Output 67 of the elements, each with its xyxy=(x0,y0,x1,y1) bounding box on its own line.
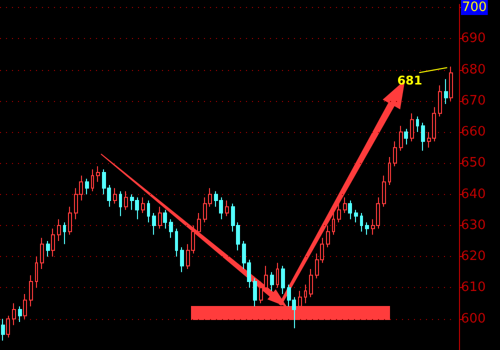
candlestick xyxy=(332,212,335,236)
candlestick xyxy=(57,218,61,242)
candlestick xyxy=(175,228,178,258)
candlestick xyxy=(449,66,453,102)
candlestick xyxy=(35,256,38,288)
candlestick xyxy=(152,212,156,236)
candlestick xyxy=(365,222,369,236)
y-tick-label: 650 xyxy=(461,156,486,171)
candlestick xyxy=(354,209,358,223)
y-tick-label: 600 xyxy=(461,311,486,326)
candlestick xyxy=(29,274,33,307)
candlestick xyxy=(1,318,5,342)
candlestick xyxy=(304,284,307,304)
candlestick xyxy=(6,315,10,338)
candlestick xyxy=(40,237,44,270)
candlestick xyxy=(169,218,173,238)
candlestick xyxy=(393,140,397,167)
candlestick xyxy=(18,306,22,322)
candlestick xyxy=(382,175,386,208)
candlestick xyxy=(147,200,150,223)
candlestick xyxy=(309,268,313,298)
candlestick xyxy=(225,200,229,217)
candlestick xyxy=(12,302,16,326)
candlestick xyxy=(404,128,408,145)
candlestick xyxy=(281,265,285,294)
candlestick xyxy=(119,190,122,217)
y-tick-label: 660 xyxy=(461,124,486,140)
candlestick xyxy=(348,200,352,220)
candlestick xyxy=(337,203,341,223)
candlestick xyxy=(416,116,419,133)
candlestick xyxy=(438,84,442,117)
y-tick-label: 690 xyxy=(461,31,486,46)
y-tick-label: 620 xyxy=(461,249,486,264)
candlestick xyxy=(399,125,403,152)
candlestick xyxy=(253,278,257,307)
candlestick xyxy=(141,196,145,214)
candlestick xyxy=(421,122,425,152)
candlestick xyxy=(68,206,72,236)
candlestick xyxy=(46,240,50,258)
y-tick-label: 610 xyxy=(461,280,486,296)
candlestick xyxy=(91,168,94,192)
candlestick xyxy=(96,166,100,182)
candlestick xyxy=(63,222,66,245)
y-tick-label: 680 xyxy=(461,62,486,78)
candlestick xyxy=(343,196,347,214)
candlestick xyxy=(23,293,27,320)
candlestick xyxy=(163,209,167,230)
annotation: 681 xyxy=(397,74,422,88)
y-tick-label: 700 xyxy=(462,0,487,15)
candlestick xyxy=(410,112,414,142)
candlestick xyxy=(444,78,448,105)
candlestick xyxy=(124,190,128,210)
candlestick xyxy=(158,206,162,230)
candlestick xyxy=(113,188,117,204)
y-tick-label: 670 xyxy=(461,93,486,108)
candlestick xyxy=(197,212,201,236)
candlestick xyxy=(388,156,391,186)
y-tick-label: 640 xyxy=(461,186,486,202)
candlestick xyxy=(360,212,363,232)
candlestick xyxy=(85,178,89,195)
candlestick xyxy=(180,246,184,273)
candlestick xyxy=(298,290,302,307)
candlestick xyxy=(51,228,55,258)
candlestick xyxy=(270,272,274,292)
y-tick-label: 630 xyxy=(461,218,486,233)
candlestick xyxy=(326,224,330,248)
candlestick xyxy=(276,262,279,288)
